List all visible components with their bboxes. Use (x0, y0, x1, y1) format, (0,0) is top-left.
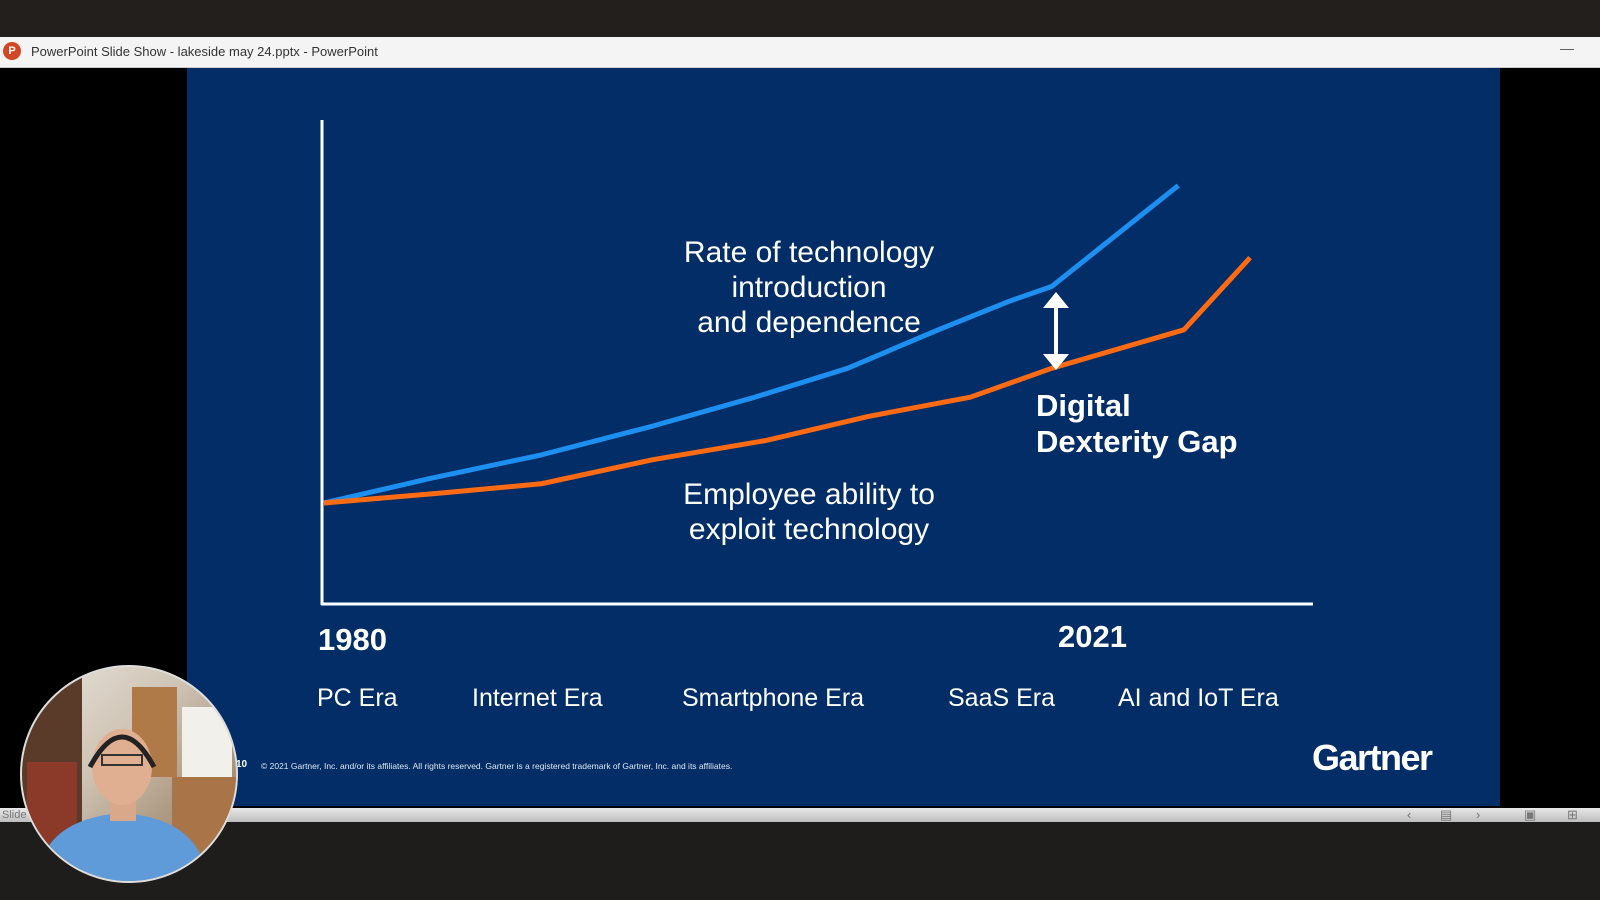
gap-arrow-icon (1043, 292, 1069, 370)
top-bar (0, 0, 1600, 37)
powerpoint-icon: P (3, 42, 21, 60)
era-label: SaaS Era (948, 684, 1056, 712)
year-end-label: 2021 (1058, 619, 1127, 654)
presenter-avatar (22, 667, 236, 881)
gartner-logo: Gartner (1312, 737, 1433, 778)
slide-indicator: Slide (2, 809, 27, 821)
label-line: introduction (731, 271, 887, 304)
status-bar (0, 808, 1600, 822)
gap-label: Digital Dexterity Gap (1036, 388, 1238, 460)
era-label: Smartphone Era (682, 684, 865, 712)
slide (187, 68, 1500, 806)
label-line: Rate of technology (683, 236, 935, 269)
minimize-button[interactable]: — (1560, 40, 1574, 56)
previous-icon[interactable]: ‹ (1407, 807, 1412, 822)
blue-curve-label: Rate of technology introduction and depe… (684, 235, 934, 340)
webcam-video (20, 665, 238, 883)
label-line: Digital (1036, 388, 1131, 423)
grid-view-icon[interactable]: ⊞ (1567, 807, 1578, 822)
window-title: PowerPoint Slide Show - lakeside may 24.… (31, 44, 378, 59)
label-line: and dependence (697, 306, 921, 339)
label-line: Dexterity Gap (1036, 424, 1238, 459)
next-icon[interactable]: › (1476, 807, 1481, 822)
technology-rate-line (323, 183, 1180, 506)
era-label: Internet Era (472, 684, 603, 712)
title-bar (0, 37, 1600, 68)
era-label: PC Era (317, 684, 398, 712)
employee-ability-line (323, 255, 1252, 506)
bottom-bar (0, 822, 1600, 900)
slide-sorter-icon[interactable]: ▤ (1440, 807, 1453, 822)
slide-number: 10 (236, 759, 248, 770)
year-start-label: 1980 (318, 622, 387, 657)
reading-view-icon[interactable]: ▣ (1524, 807, 1537, 822)
label-line: Employee ability to (683, 478, 935, 511)
era-label: AI and IoT Era (1118, 684, 1279, 712)
copyright-footer: © 2021 Gartner, Inc. and/or its affiliat… (261, 761, 733, 771)
orange-curve-label: Employee ability to exploit technology (683, 477, 935, 547)
label-line: exploit technology (688, 513, 930, 546)
